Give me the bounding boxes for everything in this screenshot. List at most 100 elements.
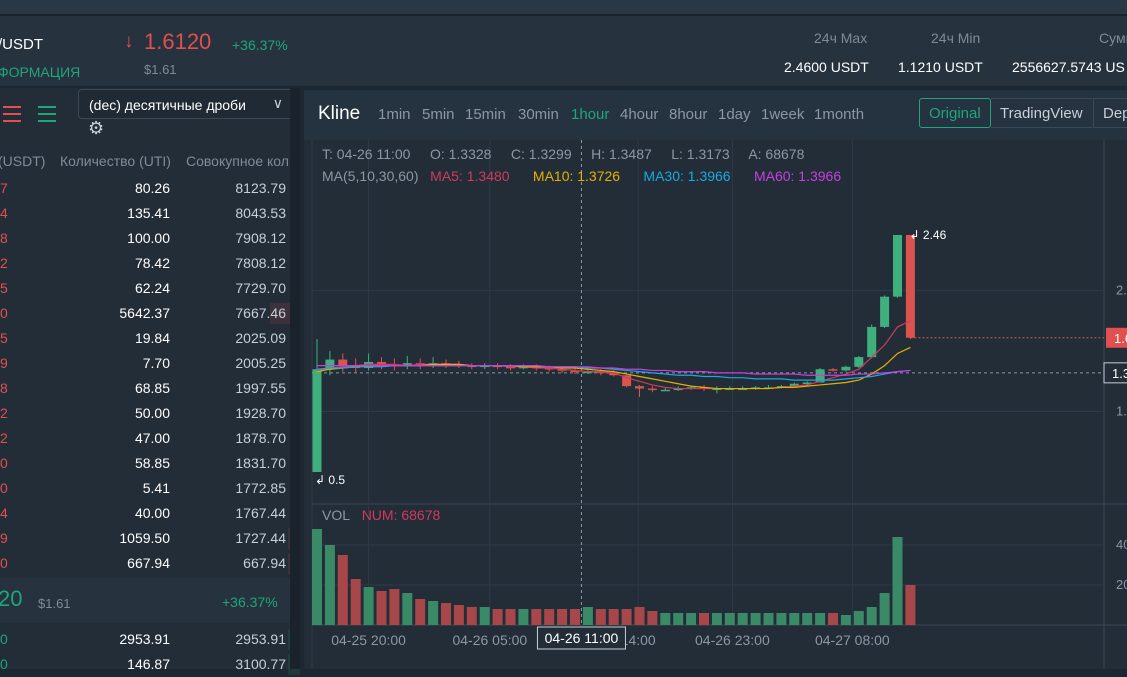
candle[interactable] bbox=[544, 368, 554, 370]
time-tick-label: 04-27 08:00 bbox=[815, 632, 890, 648]
volume-bar bbox=[750, 613, 761, 625]
candle[interactable] bbox=[312, 369, 322, 472]
ask-price: 2 bbox=[0, 430, 8, 446]
ask-row[interactable]: 0 5.41 1772.85 bbox=[0, 476, 300, 501]
candle[interactable] bbox=[905, 235, 915, 338]
candle[interactable] bbox=[325, 359, 335, 370]
candle[interactable] bbox=[660, 389, 670, 392]
candle[interactable] bbox=[377, 361, 386, 365]
ask-amount: 135.41 bbox=[127, 205, 170, 221]
ask-total: 8123.79 bbox=[235, 180, 286, 196]
volume-bar bbox=[608, 609, 619, 625]
candle[interactable] bbox=[596, 371, 606, 374]
kline-svg[interactable]: ↲ 2.46 ↲ 0.5 2.0 1.0 40 20 1.6 1.3 04-25 20:00 04… bbox=[304, 140, 1127, 669]
candle[interactable] bbox=[828, 369, 838, 371]
current-price-tag bbox=[1106, 327, 1127, 348]
candle[interactable] bbox=[622, 375, 632, 387]
view-original-button[interactable]: Original bbox=[919, 98, 991, 128]
candle[interactable] bbox=[570, 370, 580, 372]
ask-row[interactable]: 0 5642.37 7667.46 bbox=[0, 301, 300, 326]
candle[interactable] bbox=[712, 388, 722, 391]
info-open: O: 1.3328 bbox=[429, 146, 492, 162]
candle[interactable] bbox=[480, 365, 490, 368]
candle[interactable] bbox=[506, 366, 515, 369]
tf-1min[interactable]: 1min bbox=[378, 106, 411, 123]
ask-price: 9 bbox=[0, 355, 8, 371]
kline-plot[interactable]: ↲ 2.46 ↲ 0.5 2.0 1.0 40 20 1.6 1.3 04-25 20:00 04… bbox=[304, 140, 1127, 669]
info-low: L: 1.3173 bbox=[671, 146, 730, 162]
candle[interactable] bbox=[518, 366, 528, 369]
chart-title: Kline bbox=[318, 103, 361, 124]
candle[interactable] bbox=[673, 388, 683, 391]
last-price: 1.6120 bbox=[144, 29, 212, 54]
candle[interactable] bbox=[493, 365, 503, 368]
candle[interactable] bbox=[725, 388, 735, 391]
ask-row[interactable]: 5 19.84 2025.09 bbox=[0, 326, 300, 351]
view-depth-button[interactable]: Depth bbox=[1093, 98, 1127, 128]
candle[interactable] bbox=[402, 363, 412, 366]
ask-price: 0 bbox=[0, 555, 8, 571]
ask-row[interactable]: 9 1059.50 1727.44 bbox=[0, 526, 300, 551]
tf-15min[interactable]: 15min bbox=[465, 106, 506, 123]
candle[interactable] bbox=[635, 386, 644, 389]
ask-row[interactable]: 9 7.70 2005.25 bbox=[0, 351, 300, 376]
candle[interactable] bbox=[647, 388, 657, 391]
ask-row[interactable]: 8 68.85 1997.55 bbox=[0, 376, 300, 401]
ask-row[interactable]: 2 78.42 7808.12 bbox=[0, 251, 300, 276]
asks-view-icon[interactable] bbox=[3, 106, 21, 122]
pair-info-link[interactable]: ФОРМАЦИЯ bbox=[0, 64, 81, 80]
candle[interactable] bbox=[467, 365, 477, 368]
volume-bar bbox=[453, 605, 464, 625]
candle[interactable] bbox=[557, 369, 567, 371]
view-tradingview-button[interactable]: TradingView bbox=[991, 98, 1092, 128]
ask-row[interactable]: 2 50.00 1928.70 bbox=[0, 401, 300, 426]
volume-bar bbox=[376, 591, 387, 625]
precision-select[interactable]: (dec) десятичные дроби ∨ bbox=[78, 89, 294, 119]
tf-5min[interactable]: 5min bbox=[422, 106, 455, 123]
ask-row[interactable]: 4 135.41 8043.53 bbox=[0, 201, 300, 226]
tf-8hour[interactable]: 8hour bbox=[669, 106, 708, 123]
candle[interactable] bbox=[338, 359, 348, 366]
candle[interactable] bbox=[609, 372, 619, 376]
ask-amount: 47.00 bbox=[134, 430, 170, 446]
tf-30min[interactable]: 30min bbox=[518, 106, 559, 123]
candle[interactable] bbox=[815, 369, 825, 383]
candle[interactable] bbox=[867, 326, 877, 358]
candle[interactable] bbox=[583, 371, 593, 374]
tf-1day[interactable]: 1day bbox=[718, 106, 751, 123]
volume-bar bbox=[737, 613, 748, 625]
ask-row[interactable]: 0 58.85 1831.70 bbox=[0, 451, 300, 476]
vol-line: VOL NUM: 68678 bbox=[322, 507, 440, 523]
gear-icon[interactable]: ⚙ bbox=[88, 118, 105, 138]
ask-total: 1878.70 bbox=[235, 430, 286, 446]
volume-bar bbox=[815, 613, 826, 625]
info-high: H: 1.3487 bbox=[591, 146, 652, 162]
tf-4hour[interactable]: 4hour bbox=[620, 106, 659, 123]
trading-pair[interactable]: /USDT bbox=[0, 36, 43, 53]
candle[interactable] bbox=[738, 388, 748, 391]
ask-amount: 5.41 bbox=[142, 480, 170, 496]
candle[interactable] bbox=[364, 361, 374, 369]
mid-price-change: +36.37% bbox=[222, 594, 278, 610]
ma30-value: MA30: 1.3966 bbox=[643, 168, 731, 184]
bids-view-icon[interactable] bbox=[38, 106, 56, 122]
candle[interactable] bbox=[893, 235, 902, 297]
ask-row[interactable]: 2 47.00 1878.70 bbox=[0, 426, 300, 451]
candle[interactable] bbox=[854, 357, 864, 367]
tf-1week[interactable]: 1week bbox=[761, 106, 805, 123]
ask-row[interactable]: 8 100.00 7908.12 bbox=[0, 226, 300, 251]
ask-total: 1727.44 bbox=[235, 530, 286, 546]
ask-row[interactable]: 4 40.00 1767.44 bbox=[0, 501, 300, 526]
tf-1month[interactable]: 1month bbox=[814, 106, 865, 123]
tf-1hour[interactable]: 1hour bbox=[571, 106, 610, 123]
ask-row[interactable]: 0 667.94 667.94 bbox=[0, 551, 300, 576]
candle[interactable] bbox=[880, 296, 890, 327]
order-book-scrollbar[interactable] bbox=[290, 88, 300, 669]
ask-row[interactable]: 7 80.26 8123.79 bbox=[0, 176, 300, 201]
bid-row[interactable]: 0 146.87 3100.77 bbox=[0, 652, 300, 677]
ask-row[interactable]: 5 62.24 7729.70 bbox=[0, 276, 300, 301]
candle[interactable] bbox=[789, 383, 799, 387]
bid-row[interactable]: 0 2953.91 2953.91 bbox=[0, 627, 300, 652]
candle[interactable] bbox=[841, 366, 851, 371]
candle[interactable] bbox=[802, 382, 812, 385]
